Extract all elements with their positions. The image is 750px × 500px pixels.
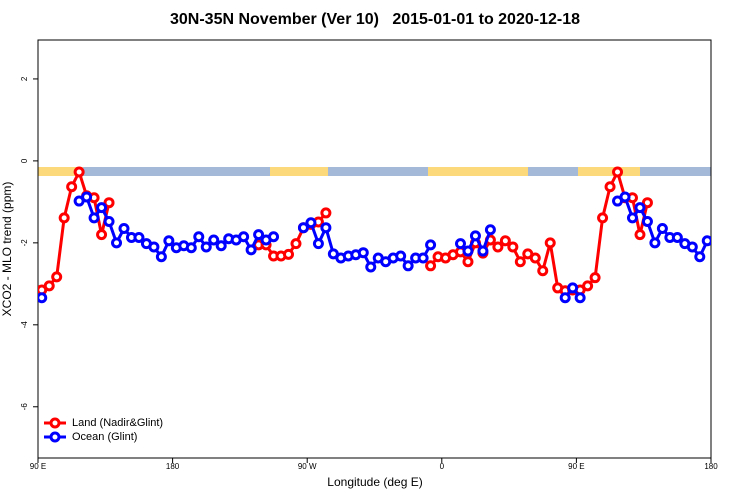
data-point — [103, 197, 115, 209]
data-point — [477, 245, 489, 257]
data-point — [634, 202, 646, 214]
data-point — [215, 240, 227, 252]
data-point — [73, 166, 85, 178]
data-point — [641, 197, 653, 209]
data-point — [402, 260, 414, 272]
data-point — [96, 229, 108, 241]
data-point — [312, 238, 324, 250]
data-point — [238, 231, 250, 243]
data-point — [701, 235, 711, 247]
data-point — [514, 256, 526, 268]
data-point — [185, 242, 197, 254]
data-point — [649, 237, 661, 249]
data-point — [537, 265, 549, 277]
data-point — [297, 222, 309, 234]
data-point — [574, 292, 586, 304]
data-point — [454, 238, 466, 250]
data-point — [43, 280, 55, 292]
x-tick-label: 90 E — [568, 462, 584, 471]
data-point — [395, 250, 407, 262]
data-point — [619, 191, 631, 203]
data-point — [634, 229, 646, 241]
data-point — [604, 181, 616, 193]
data-point — [529, 252, 541, 264]
data-point — [589, 272, 601, 284]
data-point — [51, 271, 63, 283]
data-point — [245, 244, 257, 256]
data-point — [320, 222, 332, 234]
data-point — [253, 229, 265, 241]
data-point — [163, 235, 175, 247]
data-point — [544, 237, 556, 249]
y-tick-label: -6 — [20, 403, 29, 411]
land-mask-strip — [38, 167, 711, 176]
data-point — [133, 232, 145, 244]
legend-label: Ocean (Glint) — [72, 431, 137, 443]
data-point — [208, 234, 220, 246]
data-point — [320, 207, 332, 219]
data-point — [290, 238, 302, 250]
x-axis-label: Longitude (deg E) — [327, 475, 422, 489]
chart-title: 30N-35N November (Ver 10) 2015-01-01 to … — [170, 11, 580, 28]
x-tick-label: 180 — [704, 462, 718, 471]
data-point — [111, 237, 123, 249]
data-point — [656, 223, 668, 235]
data-point — [268, 231, 280, 243]
x-tick-label: 90 E — [30, 462, 46, 471]
legend-marker — [49, 417, 61, 429]
plot-frame — [37, 39, 712, 459]
data-point — [103, 216, 115, 228]
y-tick-label: 0 — [20, 158, 29, 163]
data-point — [582, 280, 594, 292]
data-point — [671, 232, 683, 244]
legend-label: Land (Nadir&Glint) — [72, 417, 163, 429]
data-point — [612, 166, 624, 178]
data-point — [597, 212, 609, 224]
data-point — [641, 216, 653, 228]
data-point — [469, 230, 481, 242]
data-point — [507, 241, 519, 253]
data-point — [357, 247, 369, 259]
data-point — [417, 252, 429, 264]
data-point — [283, 248, 295, 260]
y-tick-label: -2 — [20, 239, 29, 247]
x-tick-label: 180 — [166, 462, 180, 471]
data-point — [305, 217, 317, 229]
data-point — [193, 231, 205, 243]
data-point — [88, 212, 100, 224]
data-point — [462, 245, 474, 257]
data-point — [499, 235, 511, 247]
y-tick-label: -4 — [20, 321, 29, 329]
x-tick-label: 90 W — [298, 462, 317, 471]
data-point — [559, 292, 571, 304]
data-point — [58, 212, 70, 224]
plot-area — [38, 166, 711, 304]
legend-marker — [49, 431, 61, 443]
data-point — [492, 241, 504, 253]
data-point — [567, 282, 579, 294]
data-point — [148, 241, 160, 253]
data-point — [118, 223, 130, 235]
x-tick-label: 0 — [440, 462, 445, 471]
data-point — [81, 191, 93, 203]
data-point — [425, 260, 437, 272]
y-axis-label: XCO2 - MLO trend (ppm) — [0, 182, 14, 317]
data-point — [96, 202, 108, 214]
data-point — [200, 241, 212, 253]
data-point — [38, 292, 48, 304]
data-point — [484, 224, 496, 236]
data-point — [66, 181, 78, 193]
data-point — [462, 256, 474, 268]
data-point — [365, 261, 377, 273]
data-point — [694, 251, 706, 263]
data-point — [626, 212, 638, 224]
data-point — [425, 239, 437, 251]
data-point — [155, 251, 167, 263]
y-tick-label: 2 — [20, 76, 29, 81]
data-point — [686, 241, 698, 253]
